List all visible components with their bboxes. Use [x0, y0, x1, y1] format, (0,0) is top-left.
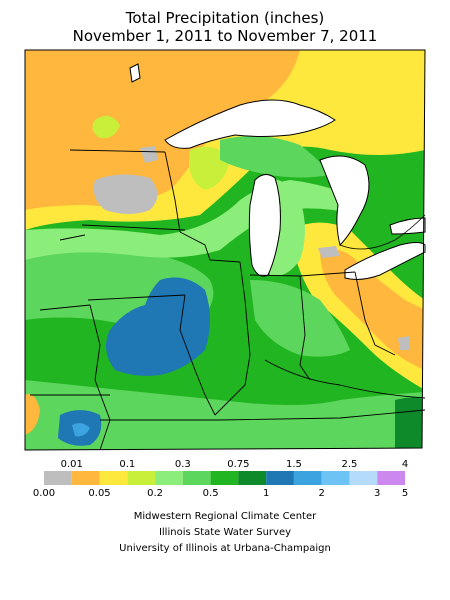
legend-bottom-label: 0.2 — [147, 488, 164, 499]
legend-top-label: 0.3 — [174, 459, 191, 470]
legend-color-bar — [44, 471, 405, 485]
map-frame — [24, 49, 426, 451]
legend-swatch — [377, 471, 405, 485]
lake-erie — [344, 242, 426, 280]
lime-patch-wisconsin — [189, 146, 230, 190]
southwest-orange-edge — [25, 394, 40, 435]
legend-swatch — [71, 471, 100, 485]
southern-light-green-region — [25, 380, 425, 450]
legend-swatch — [44, 471, 72, 485]
legend-bottom-label: 0.5 — [202, 488, 219, 499]
credit-line3: University of Illinois at Urbana-Champai… — [119, 543, 331, 554]
legend-swatch — [266, 471, 294, 485]
southeast-dark-green — [395, 397, 425, 448]
legend-bottom-label: 2 — [318, 488, 325, 499]
legend-bottom-label: 0.00 — [32, 488, 56, 499]
gray-patch-large — [93, 174, 158, 214]
legend-top-label: 0.01 — [60, 459, 83, 470]
legend-top-label: 4 — [401, 459, 409, 470]
gray-patch-small — [140, 146, 158, 163]
lake-of-the-woods — [129, 63, 141, 83]
ohio-gray-patch — [398, 336, 410, 350]
lake-superior — [164, 99, 336, 149]
legend-swatch — [155, 471, 183, 485]
legend-bottom-label: 5 — [401, 488, 409, 499]
legend-top-label: 0.75 — [227, 459, 250, 470]
map-title-line1: Total Precipitation (inches) — [125, 9, 325, 27]
indiana-green-region — [250, 280, 350, 357]
legend-swatch — [293, 471, 322, 485]
legend-bottom-label: 3 — [374, 488, 381, 499]
legend-swatch — [349, 471, 378, 485]
lake-ontario — [389, 217, 426, 235]
lime-patch-north — [92, 116, 120, 139]
map-title-line2: November 1, 2011 to November 7, 2011 — [72, 27, 378, 45]
legend-swatch — [99, 471, 128, 485]
legend-swatch — [238, 471, 267, 485]
state-boundaries — [30, 149, 426, 451]
legend-bottom-label: 0.05 — [88, 488, 111, 499]
coastline — [339, 214, 426, 250]
legend-top-label: 0.1 — [119, 459, 136, 470]
legend-bottom-label: 1 — [262, 488, 270, 499]
legend-swatch — [210, 471, 239, 485]
credit-line1: Midwestern Regional Climate Center — [133, 511, 317, 522]
legend-top-label: 2.5 — [341, 459, 358, 470]
northwest-orange-region — [25, 50, 300, 210]
credit-line2: Illinois State Water Survey — [158, 527, 292, 538]
lake-huron — [319, 155, 370, 246]
legend-swatch — [321, 471, 350, 485]
legend-swatch — [127, 471, 156, 485]
missouri-light-blue-patch — [72, 423, 90, 437]
michigan-gray-patch — [318, 246, 340, 258]
lake-michigan — [248, 174, 281, 277]
legend-swatch — [182, 471, 211, 485]
upper-peninsula-green — [220, 136, 330, 178]
legend-top-label: 1.5 — [285, 459, 302, 470]
